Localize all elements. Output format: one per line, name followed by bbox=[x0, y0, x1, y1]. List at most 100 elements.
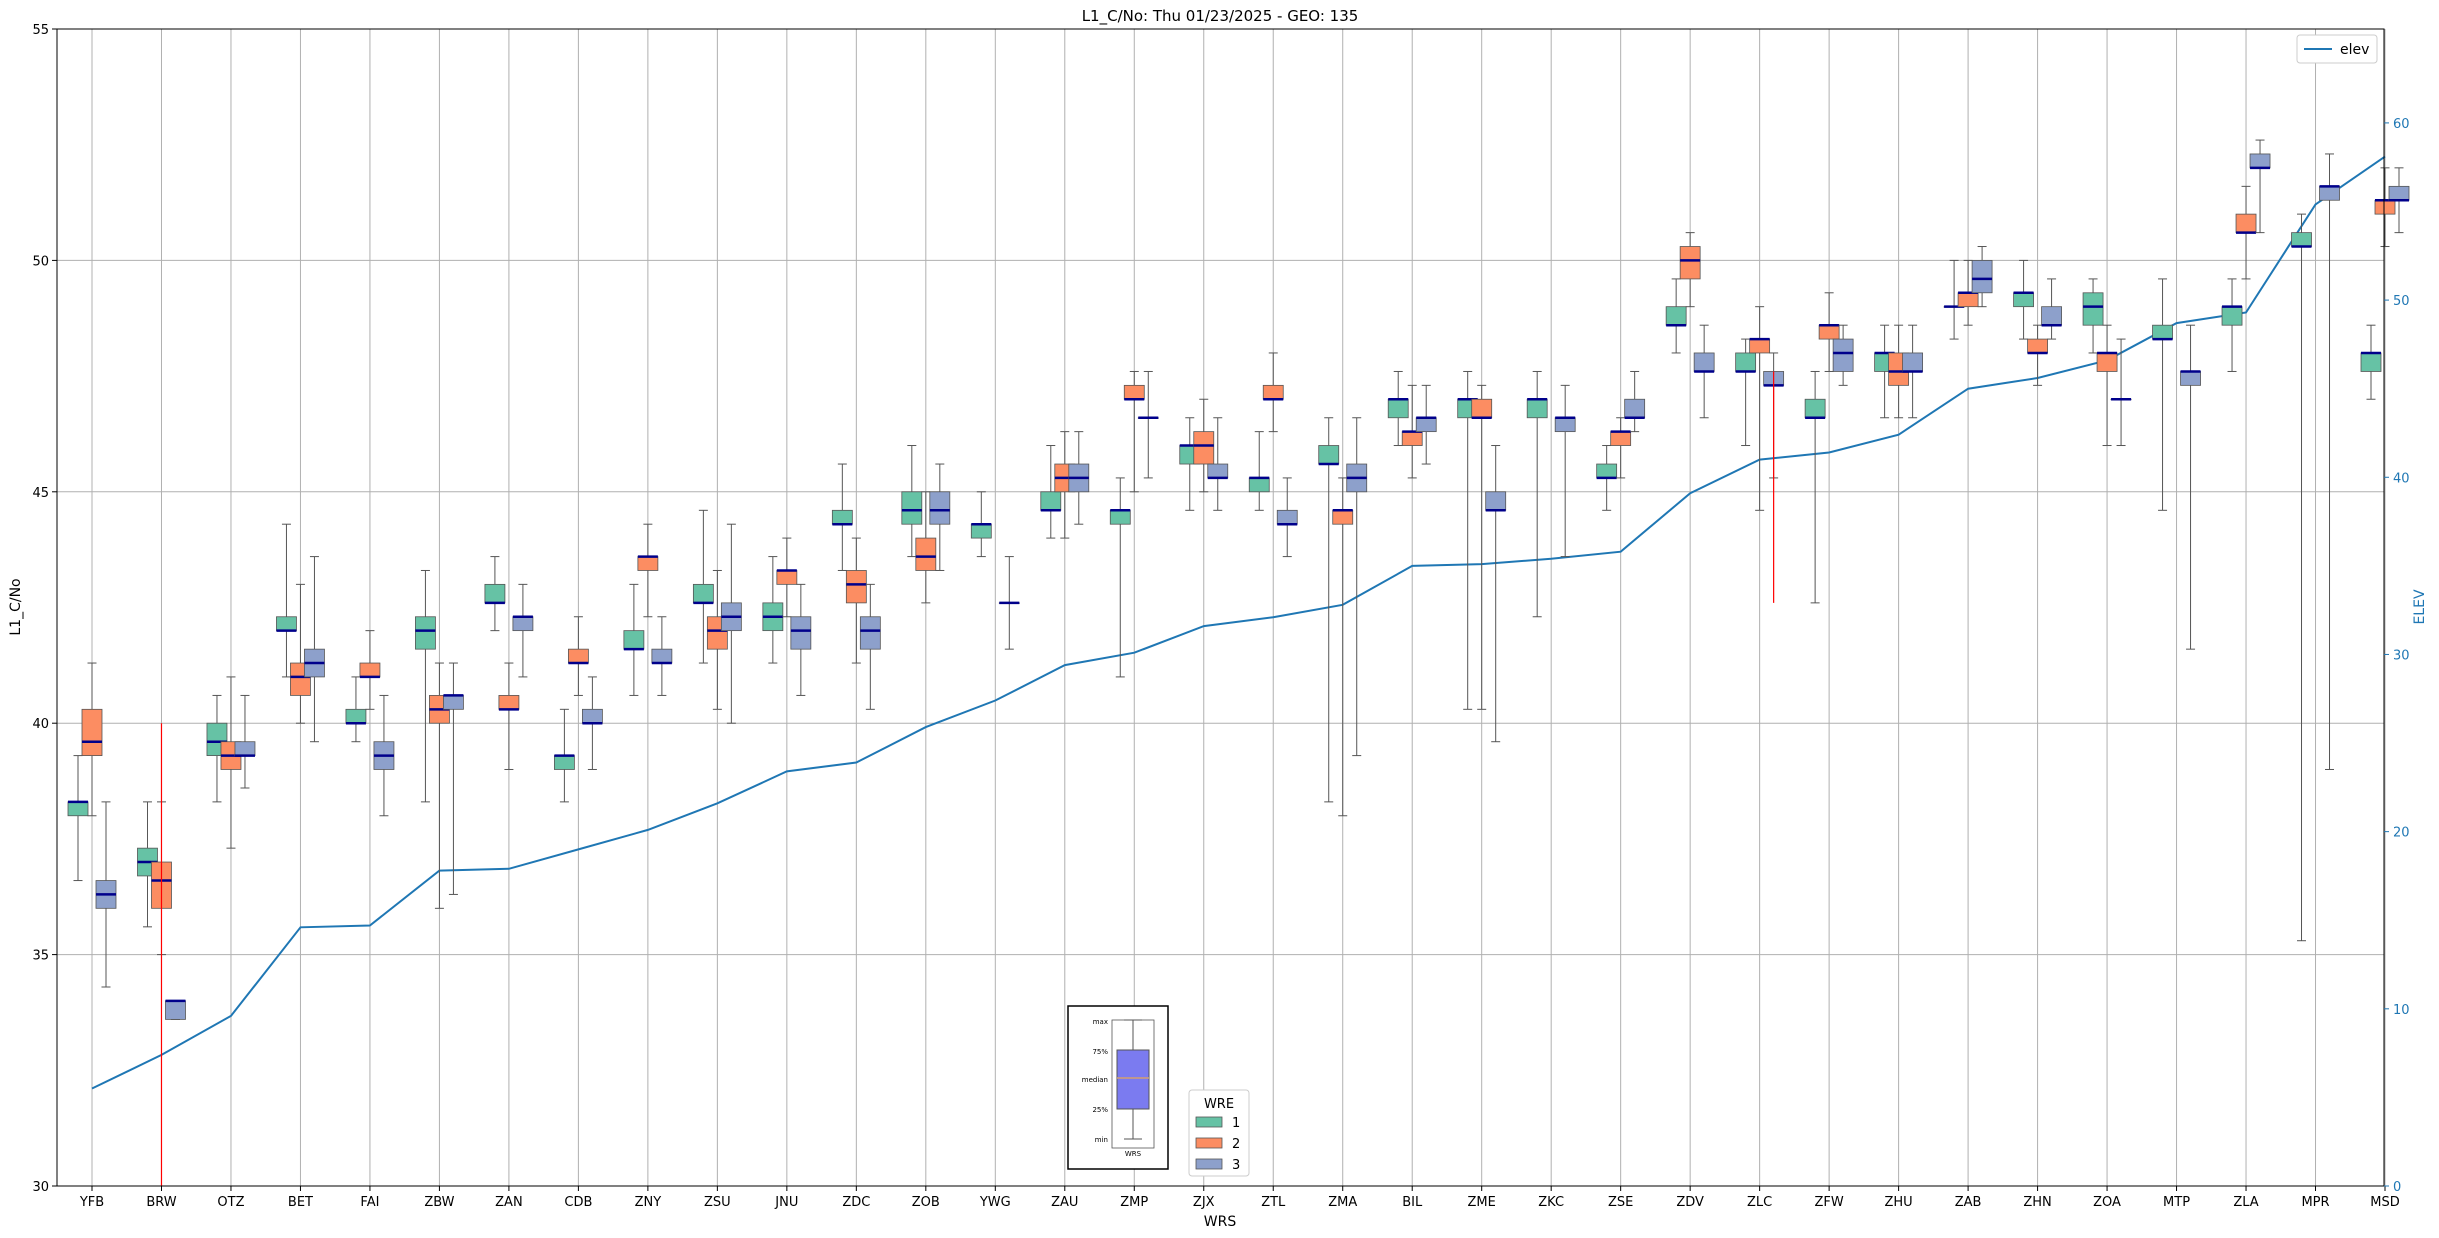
x-tick-label: ZOA bbox=[2093, 1195, 2121, 1210]
y2-axis-label: ELEV bbox=[2412, 589, 2428, 624]
box-wre1-zoa bbox=[2082, 278, 2104, 354]
box-iqr bbox=[790, 616, 812, 650]
elev-legend-label: elev bbox=[2340, 42, 2369, 58]
x-tick-label: ZJX bbox=[1193, 1195, 1215, 1210]
box-wre2-zob bbox=[915, 491, 937, 604]
box-wre2-zma bbox=[1332, 477, 1354, 817]
box-iqr bbox=[915, 537, 937, 571]
box-wre3-ztl bbox=[1276, 477, 1298, 558]
box-key-q1-label: 25% bbox=[1092, 1106, 1108, 1114]
box-wre3-zse bbox=[1624, 370, 1646, 433]
x-tick-label: CDB bbox=[564, 1195, 592, 1210]
plot-frame bbox=[56, 28, 2385, 1187]
box-wre2-msd bbox=[2374, 167, 2396, 248]
box-iqr bbox=[1554, 417, 1576, 433]
x-tick-label: ZAB bbox=[1955, 1195, 1982, 1210]
grid-lines bbox=[57, 28, 2386, 1187]
x-axis-label: WRS bbox=[1204, 1214, 1237, 1230]
box-iqr bbox=[929, 491, 951, 525]
box-iqr bbox=[443, 695, 464, 710]
box-wre1-zan bbox=[484, 556, 506, 632]
box-iqr bbox=[567, 648, 589, 664]
box-wre1-jnu bbox=[762, 556, 784, 664]
box-wre1-zla bbox=[2221, 278, 2243, 372]
box-wre3-zab bbox=[1971, 246, 1993, 308]
box-iqr bbox=[415, 616, 436, 650]
x-tick-label: FAI bbox=[360, 1195, 379, 1210]
box-wre1-bil bbox=[1387, 370, 1409, 447]
box-iqr bbox=[970, 523, 992, 539]
wre-legend-title: WRE bbox=[1204, 1097, 1234, 1112]
box-iqr bbox=[1248, 477, 1270, 493]
box-iqr bbox=[845, 570, 867, 604]
box-wre3-jnu bbox=[790, 583, 812, 696]
box-wre3-brw bbox=[165, 999, 186, 1020]
box-iqr bbox=[1040, 491, 1062, 511]
x-tick-label: ZAU bbox=[1051, 1195, 1078, 1210]
box-iqr bbox=[831, 509, 853, 525]
y2-tick-label: 50 bbox=[2393, 294, 2410, 309]
elev-line bbox=[91, 155, 2386, 1090]
box-iqr bbox=[276, 616, 297, 632]
box-iqr bbox=[1401, 431, 1423, 446]
x-tick-label: ZFW bbox=[1814, 1195, 1843, 1210]
box-iqr bbox=[1693, 352, 1715, 372]
wre-legend: WRE 1 2 3 bbox=[1188, 1089, 1250, 1177]
box-iqr bbox=[1902, 352, 1924, 372]
y-axis-label: L1_C/No bbox=[8, 578, 24, 635]
box-iqr bbox=[1818, 324, 1840, 340]
box-iqr bbox=[2041, 306, 2062, 326]
wre-legend-label-2: 2 bbox=[1232, 1137, 1240, 1152]
wre-legend-label-1: 1 bbox=[1232, 1116, 1240, 1131]
box-wre3-zny bbox=[651, 616, 673, 696]
box-iqr bbox=[1415, 417, 1437, 433]
box-iqr bbox=[2096, 352, 2118, 372]
x-tick-label: ZHN bbox=[2023, 1195, 2051, 1210]
box-iqr bbox=[1665, 306, 1687, 326]
box-wre3-zdc bbox=[859, 583, 881, 710]
box-wre2-zab bbox=[1957, 259, 1979, 326]
x-tick-label: ZSE bbox=[1608, 1195, 1633, 1210]
box-iqr bbox=[1276, 509, 1298, 525]
box-wre1-zob bbox=[901, 445, 923, 558]
box-wre3-mpr bbox=[2319, 153, 2340, 770]
box-iqr bbox=[2013, 292, 2034, 308]
y-tick-label: 35 bbox=[32, 949, 49, 964]
box-wre1-msd bbox=[2360, 324, 2382, 400]
box-iqr bbox=[1610, 431, 1632, 446]
box-wre3-yfb bbox=[95, 801, 117, 988]
x-tick-label: BIL bbox=[1402, 1195, 1423, 1210]
elevation-line bbox=[91, 155, 2386, 1090]
box-wre3-zla bbox=[2249, 139, 2271, 234]
box-iqr bbox=[2082, 292, 2104, 326]
box-wre1-zkc bbox=[1526, 370, 1548, 618]
box-iqr bbox=[81, 708, 103, 756]
box-iqr bbox=[1262, 384, 1284, 400]
box-iqr bbox=[637, 556, 659, 571]
box-iqr bbox=[359, 662, 381, 678]
x-tick-label: ZNY bbox=[635, 1195, 662, 1210]
x-tick-label: ZME bbox=[1468, 1195, 1496, 1210]
y-tick-label: 30 bbox=[32, 1180, 49, 1195]
x-tick-label: BRW bbox=[146, 1195, 176, 1210]
box-wre2-zny bbox=[637, 523, 659, 618]
box-wre1-zme bbox=[1457, 370, 1479, 710]
box-wre3-bil bbox=[1415, 384, 1437, 465]
wre-legend-swatch-3 bbox=[1195, 1158, 1223, 1170]
box-wre2-jnu bbox=[776, 537, 798, 618]
box-wre1-zbw bbox=[415, 569, 436, 803]
box-iqr bbox=[901, 491, 923, 525]
x-tick-label: MSD bbox=[2370, 1195, 2399, 1210]
box-plots bbox=[67, 139, 2410, 1186]
x-tick-label: JNU bbox=[774, 1195, 798, 1210]
box-wre3-ywg bbox=[998, 556, 1020, 650]
wre-legend-swatch-1 bbox=[1195, 1116, 1223, 1128]
y2-tick-label: 40 bbox=[2393, 471, 2410, 486]
box-key-max-label: max bbox=[1093, 1018, 1108, 1026]
box-key-xlabel: WRS bbox=[1125, 1150, 1142, 1158]
box-wre2-zse bbox=[1610, 417, 1632, 479]
box-iqr bbox=[1318, 445, 1340, 465]
box-wre1-zdv bbox=[1665, 278, 1687, 354]
box-iqr bbox=[553, 755, 575, 770]
